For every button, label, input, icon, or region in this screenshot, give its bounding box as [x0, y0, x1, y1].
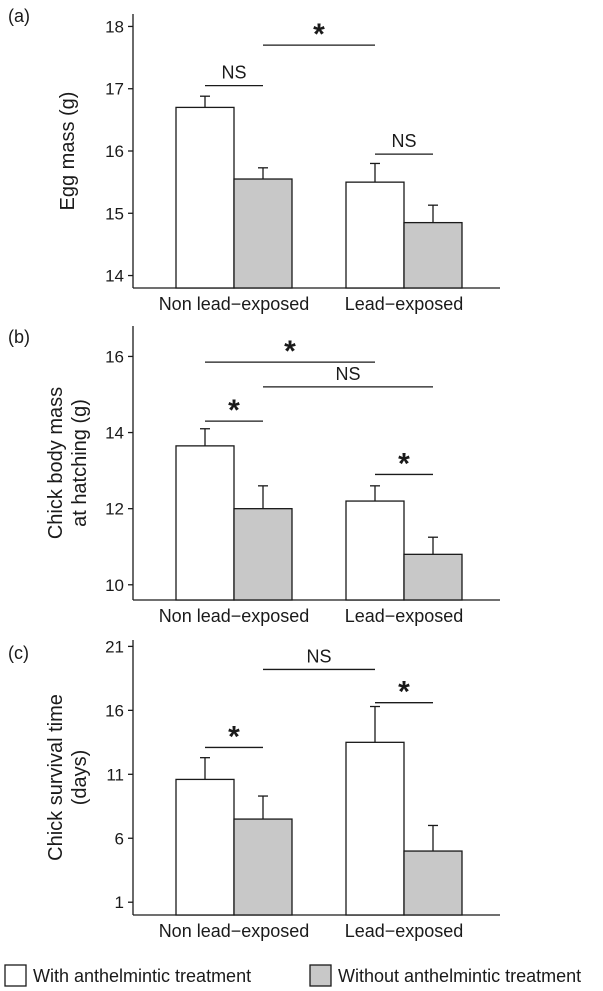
y-axis-label-line: at hatching (g): [69, 399, 91, 527]
legend-swatch: [309, 964, 332, 987]
legend-label: With anthelmintic treatment: [33, 966, 251, 986]
y-tick-label: 1: [115, 893, 124, 912]
category-label: Lead−exposed: [345, 606, 464, 626]
y-tick-label: 16: [105, 701, 124, 720]
bar-without-treatment: [233, 508, 293, 601]
bar-with-treatment: [175, 106, 235, 289]
category-label: Non lead−exposed: [159, 606, 310, 626]
bar-without-treatment: [403, 221, 463, 289]
significance-ns: NS: [221, 63, 246, 83]
significance-ns: NS: [391, 131, 416, 151]
panel-label: (a): [8, 6, 30, 26]
y-tick-label: 16: [105, 142, 124, 161]
y-tick-label: 10: [105, 576, 124, 595]
y-tick-label: 12: [105, 500, 124, 519]
y-axis-label-line: Chick body mass: [45, 387, 67, 539]
legend-swatch: [4, 964, 27, 987]
y-tick-label: 16: [105, 347, 124, 366]
panel-2: (b) 10 12 14 16 Chick body mass at hatching (g…: [8, 326, 500, 626]
category-label: Non lead−exposed: [159, 294, 310, 314]
bar-without-treatment: [233, 178, 293, 289]
bar-without-treatment: [403, 553, 463, 601]
panel-1: (a) 14 15 16 17 18 Egg mass (g) Non lead−expose…: [8, 6, 500, 314]
y-tick-label: 17: [105, 80, 124, 99]
bar-with-treatment: [175, 445, 235, 601]
bar-with-treatment: [345, 741, 405, 916]
significance-star: *: [228, 394, 240, 427]
y-tick-label: 14: [105, 424, 124, 443]
significance-ns: NS: [335, 364, 360, 384]
y-axis-label-line: Chick survival time: [45, 694, 67, 861]
category-label: Non lead−exposed: [159, 921, 310, 941]
significance-star: *: [313, 18, 325, 51]
y-tick-label: 14: [105, 267, 124, 286]
bar-with-treatment: [345, 181, 405, 289]
y-tick-label: 6: [115, 829, 124, 848]
bar-without-treatment: [403, 850, 463, 916]
bar-without-treatment: [233, 818, 293, 916]
y-tick-label: 11: [106, 765, 124, 784]
category-label: Lead−exposed: [345, 294, 464, 314]
bar-with-treatment: [175, 778, 235, 916]
panel-label: (c): [8, 643, 29, 663]
significance-star: *: [398, 447, 410, 480]
significance-star: *: [398, 676, 410, 709]
legend: With anthelmintic treatment Without anthe…: [4, 964, 581, 987]
y-axis-label: Egg mass (g): [57, 92, 79, 211]
legend-label: Without anthelmintic treatment: [338, 966, 581, 986]
significance-star: *: [228, 720, 240, 753]
bar-with-treatment: [345, 500, 405, 601]
y-tick-label: 18: [105, 17, 124, 36]
panel-label: (b): [8, 327, 30, 347]
significance-star: *: [284, 335, 296, 368]
y-tick-label: 15: [105, 204, 124, 223]
y-tick-label: 21: [105, 637, 124, 656]
y-axis-label-line: (days): [69, 750, 91, 806]
significance-ns: NS: [306, 646, 331, 666]
category-label: Lead−exposed: [345, 921, 464, 941]
